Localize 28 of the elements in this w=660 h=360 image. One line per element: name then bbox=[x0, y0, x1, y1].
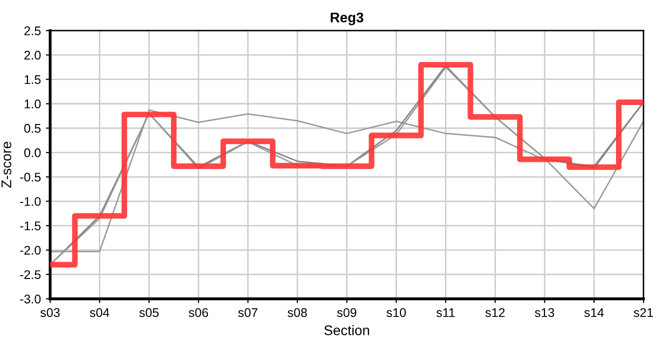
x-axis-title: Section bbox=[324, 325, 370, 336]
y-axis-title: Z-score bbox=[2, 142, 12, 188]
x-tick-label: s07 bbox=[238, 308, 258, 318]
x-tick-label: s13 bbox=[534, 308, 554, 318]
y-tick-label: -2.0 bbox=[20, 246, 41, 255]
y-tick-label: -1.5 bbox=[20, 222, 41, 230]
x-tick-label: s06 bbox=[188, 308, 208, 318]
y-tick-label: 0.5 bbox=[24, 124, 41, 133]
x-tick-label: s11 bbox=[436, 308, 455, 318]
y-tick-label: -1.0 bbox=[20, 197, 41, 206]
y-tick-label: 1.5 bbox=[24, 75, 41, 84]
x-tick-label: s09 bbox=[337, 308, 356, 318]
y-tick-label: 2.5 bbox=[24, 26, 41, 36]
x-tick-label: s10 bbox=[386, 308, 406, 318]
x-tick-label: s12 bbox=[485, 308, 505, 318]
y-tick-label: -0.5 bbox=[20, 172, 41, 182]
x-tick-label: s14 bbox=[584, 308, 604, 318]
x-tick-label: s05 bbox=[139, 308, 159, 318]
y-tick-label: 1.0 bbox=[24, 100, 41, 108]
y-tick-label: 2.0 bbox=[24, 50, 41, 60]
y-tick-label: 0.0 bbox=[24, 148, 41, 158]
y-tick-label: -2.5 bbox=[20, 270, 41, 280]
x-tick-label: s08 bbox=[288, 308, 307, 318]
x-tick-label: s03 bbox=[40, 308, 60, 318]
x-tick-label: s04 bbox=[90, 308, 110, 318]
chart-title: Reg3 bbox=[330, 12, 364, 26]
y-tick-label: -3.0 bbox=[20, 294, 41, 304]
x-tick-label: s21 bbox=[634, 308, 653, 318]
